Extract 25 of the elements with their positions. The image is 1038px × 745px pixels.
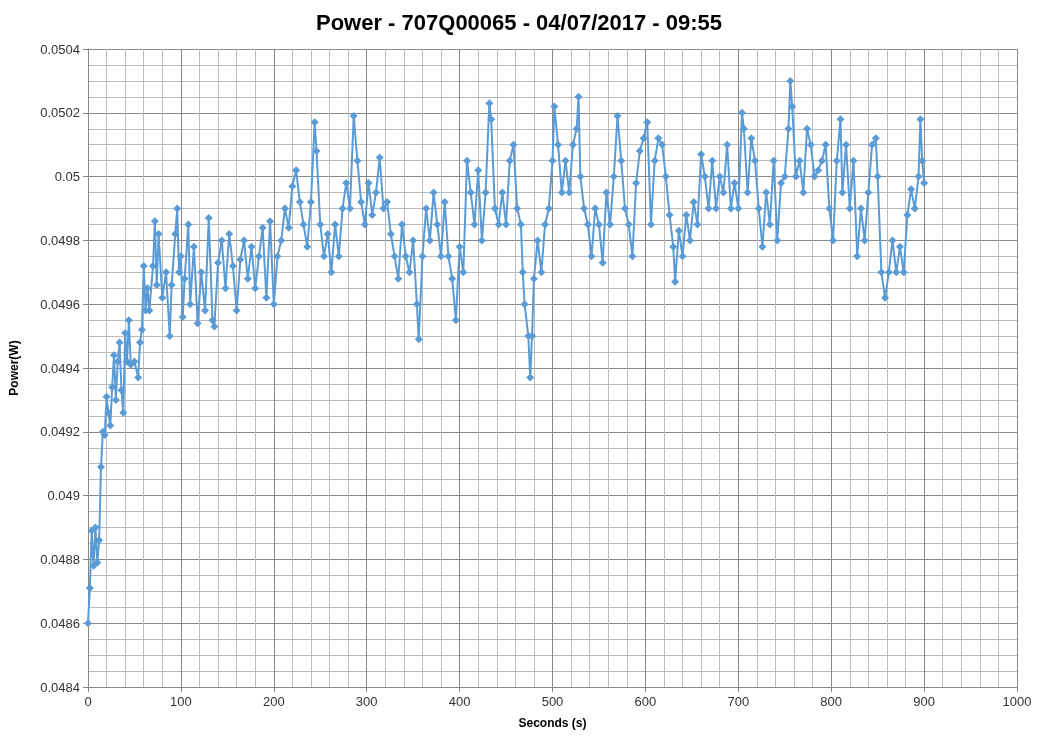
y-tick-label: 0.0488	[40, 551, 80, 567]
y-tick-label: 0.0498	[40, 232, 80, 248]
y-tick-label: 0.05	[54, 169, 80, 185]
chart-title: Power - 707Q00065 - 04/07/2017 - 09:55	[315, 9, 723, 35]
y-tick-label: 0.0492	[40, 424, 80, 440]
x-tick-label: 700	[727, 694, 750, 709]
y-tick-label: 0.0494	[40, 360, 80, 376]
x-tick-label: 800	[820, 694, 843, 709]
x-tick-label: 500	[541, 694, 564, 709]
x-tick-label: 300	[355, 694, 378, 709]
y-tick-label: 0.0504	[40, 41, 80, 57]
y-axis-title: Power(W)	[7, 340, 21, 396]
y-tick-label: 0.049	[47, 488, 80, 504]
y-tick-label: 0.0486	[40, 615, 80, 631]
x-tick-label: 100	[170, 694, 192, 709]
y-tick-label: 0.0502	[40, 105, 80, 121]
y-tick-label: 0.0496	[40, 296, 80, 312]
x-tick-label: 0	[84, 694, 92, 709]
x-tick-label: 600	[634, 694, 657, 709]
x-tick-label: 900	[913, 694, 935, 709]
x-tick-label: 200	[262, 694, 285, 709]
x-tick-label: 400	[448, 694, 471, 709]
x-axis-title: Seconds (s)	[518, 716, 587, 730]
y-tick-label: 0.0484	[40, 679, 80, 695]
x-tick-label: 1000	[1002, 694, 1032, 709]
